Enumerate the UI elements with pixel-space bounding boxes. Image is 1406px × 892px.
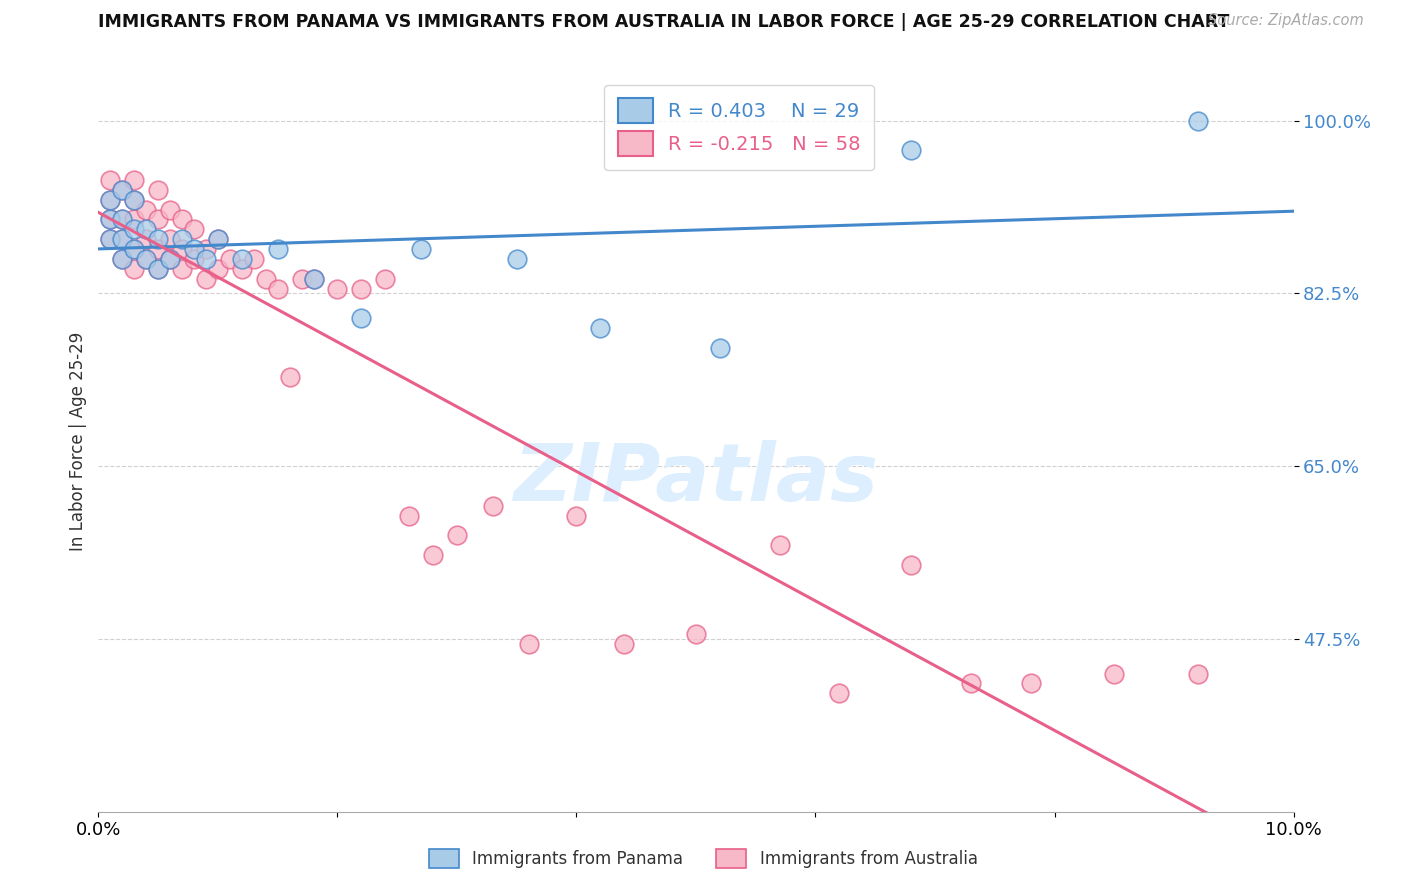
Text: Source: ZipAtlas.com: Source: ZipAtlas.com [1208,13,1364,29]
Point [398,508,420,523]
Point [267,281,290,295]
Point [172,232,194,246]
Point [374,271,396,285]
Point [172,261,194,276]
Point [685,627,707,641]
Point [159,232,181,246]
Point [124,242,146,256]
Point [98,193,122,207]
Point [350,281,373,295]
Point [148,183,170,197]
Point [98,232,122,246]
Point [183,242,205,256]
Point [326,281,349,295]
Point [111,212,134,227]
Point [98,212,122,227]
Point [231,261,253,276]
Point [1019,676,1042,690]
Point [111,212,134,227]
Point [148,242,170,256]
Point [159,252,181,266]
Point [148,232,170,246]
Point [207,261,229,276]
Point [828,686,851,700]
Point [1104,666,1126,681]
Point [565,508,588,523]
Point [243,252,266,266]
Point [219,252,242,266]
Text: ZIPatlas: ZIPatlas [513,440,879,517]
Point [254,271,277,285]
Y-axis label: In Labor Force | Age 25-29: In Labor Force | Age 25-29 [69,332,87,551]
Point [148,261,170,276]
Text: IMMIGRANTS FROM PANAMA VS IMMIGRANTS FROM AUSTRALIA IN LABOR FORCE | AGE 25-29 C: IMMIGRANTS FROM PANAMA VS IMMIGRANTS FRO… [98,13,1230,31]
Point [183,252,205,266]
Point [98,212,122,227]
Point [135,222,157,236]
Point [960,676,983,690]
Point [506,252,529,266]
Point [1187,666,1209,681]
Point [124,261,146,276]
Point [589,321,612,335]
Point [411,242,433,256]
Point [350,311,373,326]
Point [446,528,468,542]
Point [709,341,731,355]
Point [111,252,134,266]
Point [135,252,157,266]
Point [98,232,122,246]
Point [124,173,146,187]
Point [172,242,194,256]
Point [900,558,922,572]
Point [135,252,157,266]
Point [159,202,181,217]
Point [183,222,205,236]
Point [194,252,218,266]
Point [1187,113,1209,128]
Point [111,183,134,197]
Point [900,144,922,158]
Point [422,548,444,562]
Point [207,232,229,246]
Point [124,193,146,207]
Point [194,271,218,285]
Point [290,271,312,285]
Point [267,242,290,256]
Point [135,232,157,246]
Point [111,232,134,246]
Point [159,252,181,266]
Point [124,193,146,207]
Point [135,202,157,217]
Point [768,538,790,552]
Legend: R = 0.403    N = 29, R = -0.215   N = 58: R = 0.403 N = 29, R = -0.215 N = 58 [605,85,875,169]
Point [231,252,253,266]
Point [124,242,146,256]
Point [124,222,146,236]
Point [111,183,134,197]
Point [98,173,122,187]
Point [148,261,170,276]
Point [517,637,540,651]
Point [111,232,134,246]
Point [278,370,301,384]
Point [302,271,325,285]
Point [124,212,146,227]
Point [194,242,218,256]
Legend: Immigrants from Panama, Immigrants from Australia: Immigrants from Panama, Immigrants from … [422,842,984,875]
Point [111,252,134,266]
Point [302,271,325,285]
Point [207,232,229,246]
Point [172,212,194,227]
Point [148,212,170,227]
Point [481,499,505,513]
Point [98,193,122,207]
Point [613,637,636,651]
